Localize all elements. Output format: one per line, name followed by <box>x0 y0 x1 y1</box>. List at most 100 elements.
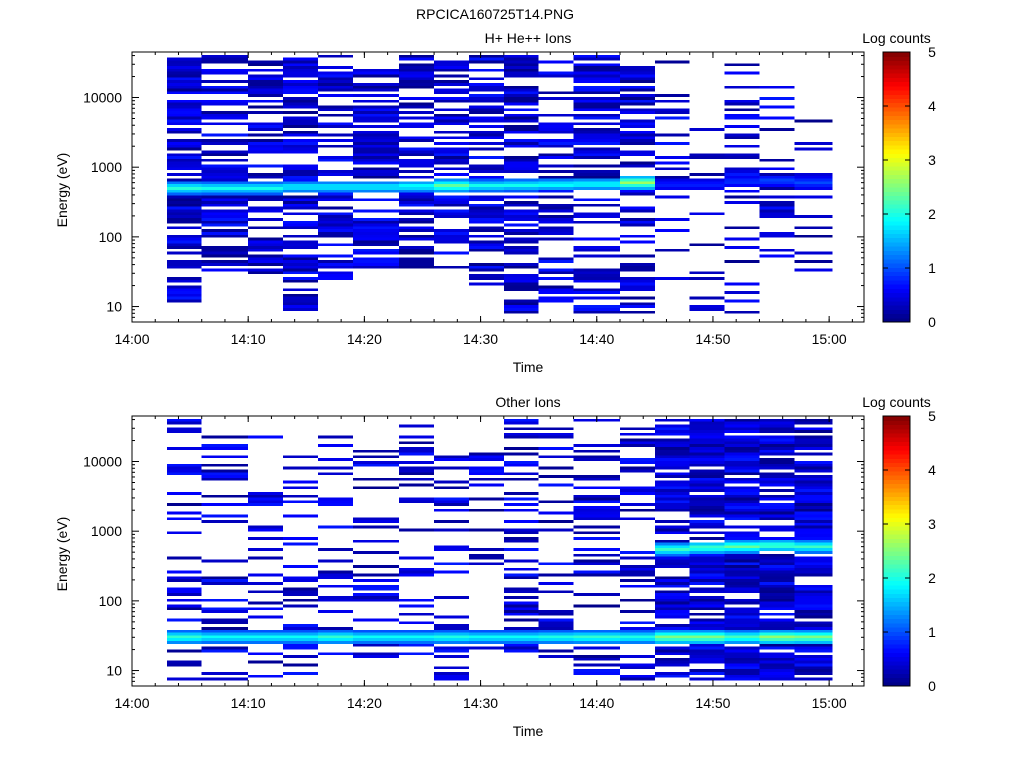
heatmap-cell <box>794 260 833 263</box>
heatmap-cell <box>503 265 539 269</box>
heatmap-cell <box>283 246 318 249</box>
heatmap-cell <box>248 122 284 126</box>
colorbar-segment <box>883 669 910 674</box>
heatmap-cell <box>166 158 202 162</box>
heatmap-cell <box>317 133 353 137</box>
heatmap-cell <box>399 251 435 255</box>
heatmap-cell <box>503 195 539 199</box>
heatmap-cell <box>283 455 318 459</box>
heatmap-cell <box>283 565 318 568</box>
heatmap-cell <box>166 226 202 230</box>
heatmap-cell <box>573 291 620 294</box>
heatmap-cell <box>573 641 620 644</box>
heatmap-cell <box>434 674 469 678</box>
heatmap-cell <box>283 277 318 280</box>
heatmap-cell <box>283 220 318 224</box>
heatmap-cell <box>201 85 249 89</box>
heatmap-cell <box>620 584 655 588</box>
colorbar-segment <box>883 416 910 421</box>
heatmap-cell <box>468 57 504 61</box>
heatmap-cell <box>759 511 795 515</box>
heatmap-cell <box>620 288 655 292</box>
heatmap-cell <box>317 497 353 501</box>
heatmap-cell <box>399 629 435 633</box>
colorbar-segment <box>883 127 910 133</box>
heatmap-cell <box>538 71 574 75</box>
heatmap-cell <box>283 105 318 109</box>
heatmap-cell <box>724 108 760 112</box>
heatmap-cell <box>248 240 284 244</box>
heatmap-cell <box>724 144 760 148</box>
heatmap-cell <box>724 607 760 611</box>
heatmap-cell <box>654 500 690 504</box>
heatmap-cell <box>201 175 249 179</box>
heatmap-cell <box>538 195 574 199</box>
heatmap-cell <box>201 472 249 476</box>
heatmap-cell <box>724 463 760 467</box>
heatmap-cell <box>724 570 760 574</box>
heatmap-cell <box>434 212 469 216</box>
heatmap-cell <box>689 671 725 675</box>
heatmap-cell <box>248 607 284 611</box>
heatmap-cell <box>538 271 574 275</box>
heatmap-cell <box>689 643 725 647</box>
panel-title: Other Ions <box>495 394 560 410</box>
heatmap-cell <box>689 548 725 551</box>
heatmap-cell <box>503 74 539 78</box>
heatmap-cell <box>352 520 400 523</box>
heatmap-cell <box>166 469 202 473</box>
colorbar-segment <box>883 542 910 548</box>
colorbar-segment <box>883 246 910 251</box>
heatmap-cell <box>283 624 318 627</box>
heatmap-cell <box>759 604 795 608</box>
heatmap-cell <box>248 548 284 551</box>
heatmap-cell <box>654 444 690 447</box>
y-tick-label: 10 <box>106 299 122 315</box>
heatmap-cell <box>759 203 795 207</box>
heatmap-cell <box>724 536 760 540</box>
heatmap-cell <box>468 548 504 551</box>
colorbar-segment <box>883 631 910 636</box>
heatmap-cell <box>503 567 539 571</box>
heatmap-cell <box>283 500 318 504</box>
heatmap-cell <box>201 503 249 506</box>
heatmap-cell <box>759 567 795 571</box>
heatmap-cell <box>759 175 795 179</box>
heatmap-cell <box>283 643 318 647</box>
heatmap-cell <box>434 97 469 100</box>
heatmap-cell <box>468 181 504 185</box>
heatmap-cell <box>283 212 318 216</box>
heatmap-cell <box>201 198 249 202</box>
heatmap-cell <box>654 576 690 580</box>
heatmap-cell <box>352 113 400 117</box>
heatmap-cell <box>794 570 833 574</box>
heatmap-cell <box>724 85 760 89</box>
colorbar-segment <box>883 132 910 137</box>
heatmap-cell <box>538 475 574 478</box>
heatmap-cell <box>620 503 655 506</box>
colorbar-segment <box>883 111 910 116</box>
heatmap-cell <box>794 483 833 487</box>
heatmap-cell <box>759 424 795 428</box>
heatmap-cell <box>352 243 400 247</box>
heatmap-cell <box>620 139 655 142</box>
heatmap-cell <box>573 497 620 501</box>
heatmap-cell <box>248 635 284 639</box>
heatmap-cell <box>468 277 504 280</box>
heatmap-cell <box>248 82 284 86</box>
heatmap-cell <box>166 88 202 92</box>
heatmap-cell <box>352 209 400 213</box>
heatmap-cell <box>724 567 760 571</box>
heatmap-cell <box>654 458 690 461</box>
heatmap-cell <box>201 80 249 83</box>
heatmap-cell <box>724 184 760 187</box>
heatmap-cell <box>759 587 795 591</box>
heatmap-cell <box>166 192 202 196</box>
heatmap-cell <box>248 175 284 179</box>
heatmap-cell <box>468 88 504 92</box>
heatmap-cell <box>352 565 400 568</box>
heatmap-cell <box>794 486 833 490</box>
colorbar-segment <box>883 597 910 603</box>
heatmap-cell <box>434 82 469 86</box>
heatmap-cell <box>399 234 435 238</box>
